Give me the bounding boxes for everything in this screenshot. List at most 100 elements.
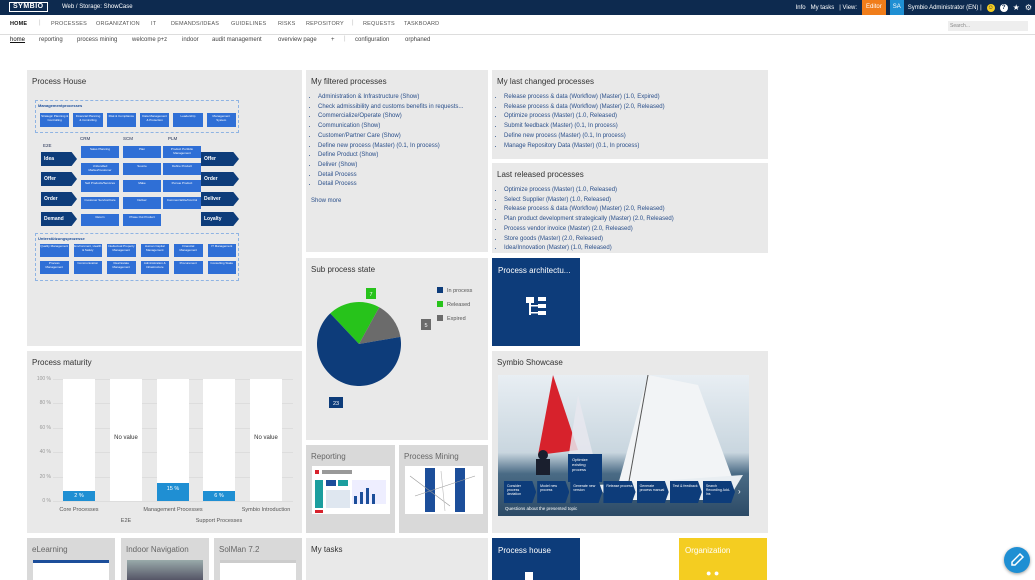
showcase-step[interactable]: Model new process bbox=[537, 481, 570, 503]
support-box[interactable]: Administration & Infrastructure bbox=[140, 261, 169, 274]
e2e-arrow-left[interactable]: Order bbox=[41, 192, 77, 206]
avatar[interactable]: SA bbox=[889, 0, 904, 15]
management-box[interactable]: Risk & Compliance bbox=[106, 113, 136, 127]
nav-taskboard[interactable]: TASKBOARD bbox=[404, 21, 440, 27]
support-box[interactable]: Environment, Health & Safety bbox=[73, 244, 102, 257]
management-box[interactable]: Data Management & Protection bbox=[139, 113, 170, 127]
list-item[interactable]: Manage Repository Data (Master) (0.1, In… bbox=[504, 142, 665, 152]
list-item[interactable]: Commercialize/Operate (Show) bbox=[318, 112, 463, 122]
showcase-step[interactable]: Generate new version bbox=[570, 481, 603, 503]
nav-demands-ideas[interactable]: DEMANDS/IDEAS bbox=[171, 21, 220, 27]
tab-audit-management[interactable]: audit management bbox=[212, 37, 262, 43]
pie-slice[interactable] bbox=[317, 313, 401, 386]
maturity-bar-bg[interactable] bbox=[203, 379, 235, 501]
process-house-diagram[interactable]: Managementprocesses Strategic Planning &… bbox=[35, 100, 239, 348]
support-box[interactable]: Communication bbox=[73, 261, 102, 274]
list-item[interactable]: Release process & data (Workflow) (Maste… bbox=[504, 103, 665, 113]
support-box[interactable]: Financial Management bbox=[174, 244, 203, 257]
tab-orphaned[interactable]: orphaned bbox=[405, 37, 431, 43]
pie-slice[interactable] bbox=[330, 302, 380, 344]
list-item[interactable]: Detail Process bbox=[318, 171, 463, 181]
process-house-tile[interactable]: Process house bbox=[492, 538, 580, 580]
help-icon[interactable]: ? bbox=[999, 3, 1008, 12]
symbio-logo[interactable]: SYMBIO bbox=[9, 2, 48, 12]
tab-configuration[interactable]: configuration bbox=[355, 37, 390, 43]
support-box[interactable]: Consulting Stake bbox=[207, 261, 236, 274]
tab-process-mining[interactable]: process mining bbox=[77, 37, 118, 43]
showcase-question[interactable]: Questions about the presented topic bbox=[505, 506, 578, 511]
maturity-bar[interactable]: 2 % bbox=[63, 491, 95, 501]
management-box[interactable]: Strategic Planning & Controlling bbox=[40, 113, 70, 127]
management-box[interactable]: Financial Planning & Controlling bbox=[73, 113, 103, 127]
e2e-arrow-right[interactable]: Deliver bbox=[201, 192, 239, 206]
e2e-arrow-right[interactable]: Order bbox=[201, 172, 239, 186]
maturity-bar-bg[interactable] bbox=[110, 379, 142, 501]
maturity-bar[interactable]: 15 % bbox=[157, 482, 189, 501]
e2e-arrow-left[interactable]: Idea bbox=[41, 152, 77, 166]
showcase-image[interactable]: Optimize existing process Consider proce… bbox=[498, 375, 749, 516]
management-box[interactable]: Management System bbox=[206, 113, 236, 127]
list-item[interactable]: Optimize process (Master) (1.0, Released… bbox=[504, 112, 665, 122]
list-item[interactable]: Define Product (Show) bbox=[318, 151, 463, 161]
list-item[interactable]: Administration & Infrastructure (Show) bbox=[318, 93, 463, 103]
e2e-arrow-right[interactable]: Offer bbox=[201, 152, 239, 166]
editor-view-button[interactable]: Editor bbox=[862, 0, 886, 15]
process-box[interactable]: Sell Products/Services bbox=[81, 180, 119, 192]
showcase-step[interactable]: Consider process deviation bbox=[504, 481, 537, 503]
list-item[interactable]: Store goods (Master) (2.0, Released) bbox=[504, 235, 674, 245]
process-box[interactable]: Make bbox=[123, 180, 161, 192]
showcase-step[interactable]: Generate process manual bbox=[636, 481, 669, 503]
process-box[interactable]: Source bbox=[123, 163, 161, 175]
breadcrumb[interactable]: Web / Storage: ShowCase bbox=[62, 4, 133, 10]
maturity-bar-bg[interactable] bbox=[157, 379, 189, 501]
list-item[interactable]: Plan product development strategically (… bbox=[504, 215, 674, 225]
nav-it[interactable]: IT bbox=[151, 21, 157, 27]
solman-tile[interactable]: SolMan 7.2 bbox=[214, 538, 302, 580]
list-item[interactable]: Deliver (Show) bbox=[318, 161, 463, 171]
chevron-right-icon[interactable]: › bbox=[738, 487, 741, 496]
support-box[interactable]: Procurement bbox=[174, 261, 203, 274]
process-box[interactable]: Pursue Product bbox=[163, 180, 201, 192]
e2e-arrow-left[interactable]: Offer bbox=[41, 172, 77, 186]
tab-indoor[interactable]: indoor bbox=[182, 37, 199, 43]
showcase-step[interactable]: Search Recording Add-Ins bbox=[702, 481, 735, 503]
list-item[interactable]: Communication (Show) bbox=[318, 122, 463, 132]
nav-processes[interactable]: PROCESSES bbox=[51, 21, 88, 27]
pie-chart[interactable]: 23 In process 7 Released 5 Expired bbox=[306, 258, 488, 440]
list-item[interactable]: Release process & data (Workflow) (Maste… bbox=[504, 93, 665, 103]
tab-welcome[interactable]: welcome p+z bbox=[132, 37, 168, 43]
process-box[interactable]: Plan bbox=[123, 146, 161, 158]
maturity-bar-bg[interactable] bbox=[63, 379, 95, 501]
list-item[interactable]: Idea/Innovation (Master) (1.0, Released) bbox=[504, 244, 674, 253]
show-more-link[interactable]: Show more bbox=[311, 198, 342, 204]
elearning-tile[interactable]: eLearning bbox=[27, 538, 115, 580]
process-box[interactable]: Unbundled Market/Customer bbox=[81, 163, 119, 175]
nav-guidelines[interactable]: GUIDELINES bbox=[231, 21, 267, 27]
e2e-arrow-right[interactable]: Loyalty bbox=[201, 212, 239, 226]
list-item[interactable]: Optimize process (Master) (1.0, Released… bbox=[504, 186, 674, 196]
tab-home[interactable]: home bbox=[10, 37, 26, 43]
edit-fab-button[interactable] bbox=[1004, 547, 1030, 573]
support-box[interactable]: Real Estate Management bbox=[107, 261, 136, 274]
process-box[interactable]: Phase Out Product bbox=[123, 214, 161, 226]
maturity-bar-bg[interactable] bbox=[250, 379, 282, 501]
management-box[interactable]: Leadership bbox=[173, 113, 203, 127]
process-box[interactable]: Sales Planning bbox=[81, 146, 119, 158]
tab-reporting[interactable]: reporting bbox=[39, 37, 63, 43]
nav-organization[interactable]: ORGANIZATION bbox=[96, 21, 140, 27]
list-item[interactable]: Select Supplier (Master) (1.0, Released) bbox=[504, 196, 674, 206]
list-item[interactable]: Detail Process bbox=[318, 180, 463, 190]
smiley-icon[interactable]: ☺ bbox=[986, 3, 995, 12]
process-box[interactable]: Deliver bbox=[123, 197, 161, 209]
nav-home[interactable]: HOME bbox=[10, 21, 28, 27]
pie-slice[interactable] bbox=[359, 307, 401, 344]
my-tasks-link[interactable]: My tasks bbox=[810, 4, 835, 11]
process-box[interactable]: Product Portfolio Management bbox=[163, 146, 201, 158]
support-box[interactable]: Process Management bbox=[40, 261, 69, 274]
search-input[interactable]: Search... bbox=[948, 21, 1028, 31]
e2e-arrow-left[interactable]: Demand bbox=[41, 212, 77, 226]
nav-repository[interactable]: REPOSITORY bbox=[306, 21, 344, 27]
support-box[interactable]: Intellectual Property Management bbox=[107, 244, 136, 257]
organization-tile[interactable]: Organization ● ● bbox=[679, 538, 767, 580]
info-link[interactable]: Info bbox=[795, 4, 806, 11]
